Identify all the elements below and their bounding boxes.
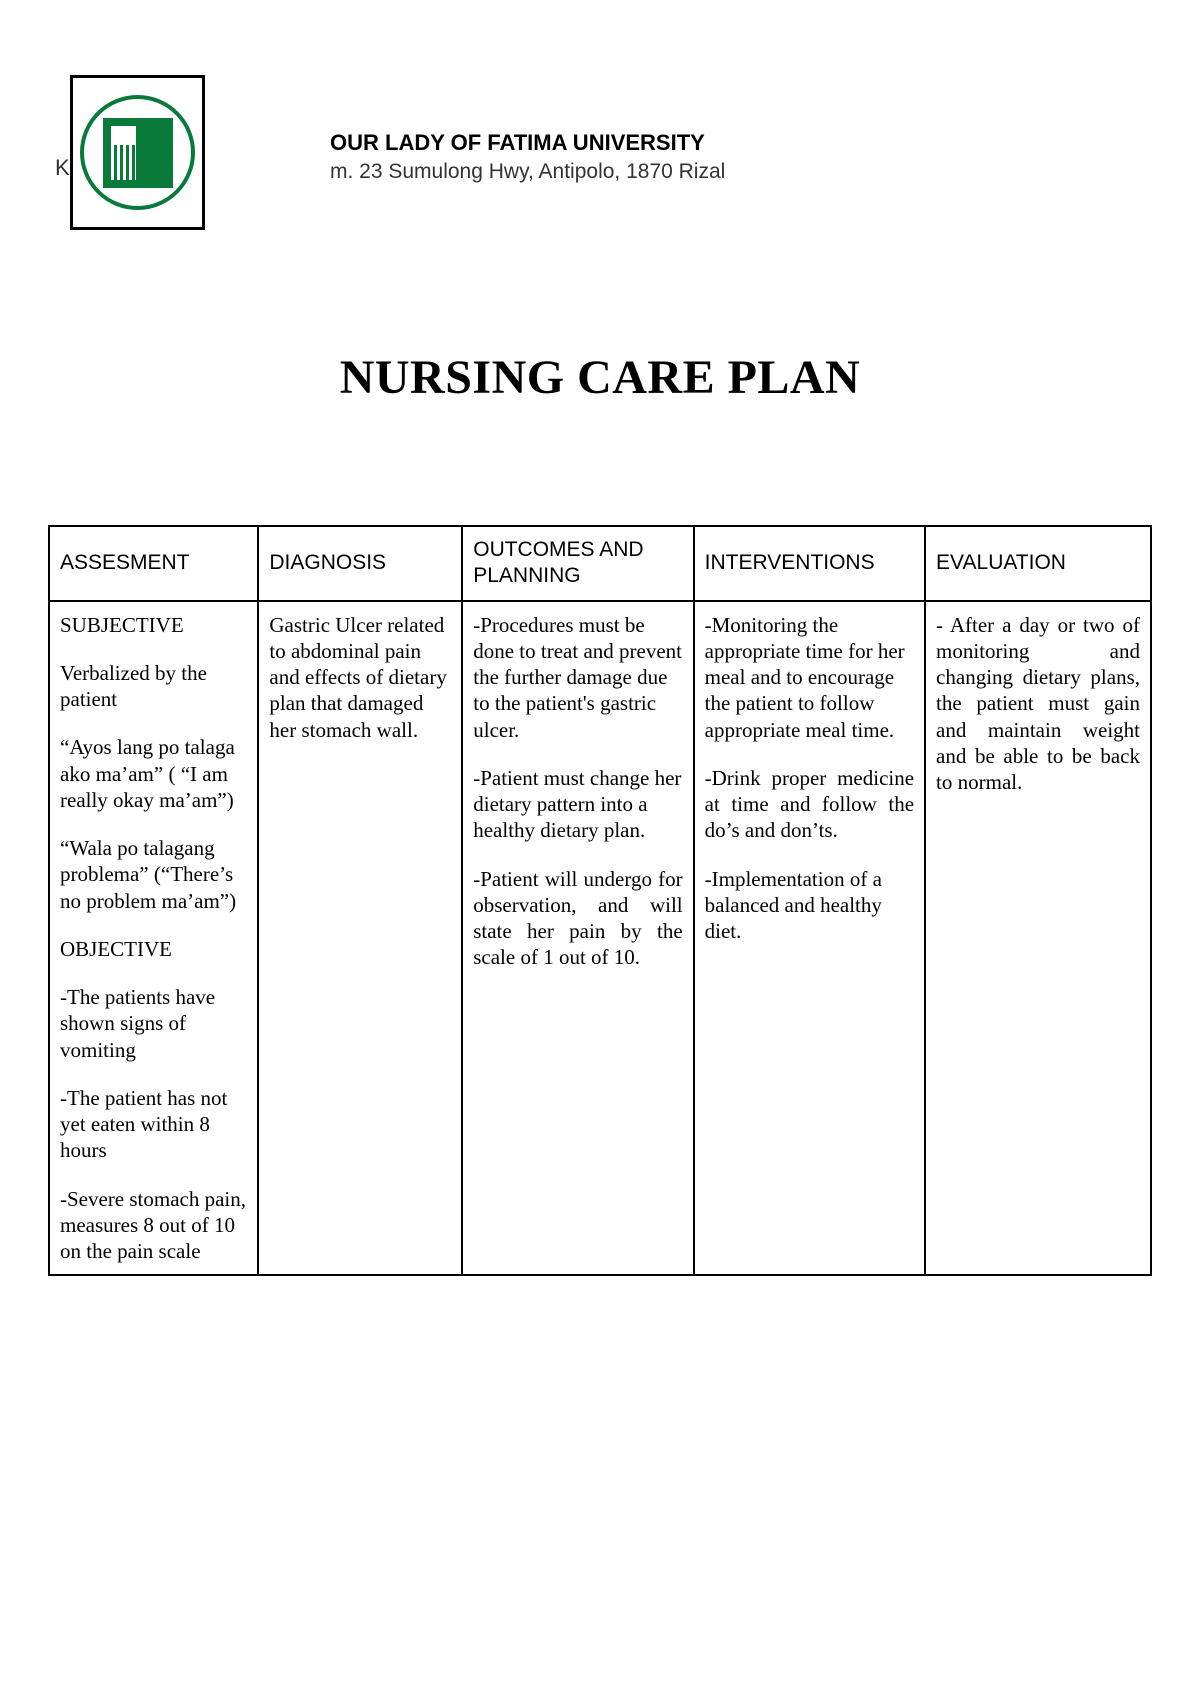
cell-interventions: -Monitoring the appropriate time for her…: [694, 601, 925, 1276]
k-mark: K: [55, 155, 70, 181]
evaluation-text: - After a day or two of monitoring and c…: [936, 612, 1140, 796]
assessment-quote2: “Wala po talagang problema” (“There’s no…: [60, 835, 247, 914]
header-assessment: ASSESMENT: [49, 526, 258, 601]
intervention-1: -Monitoring the appropriate time for her…: [705, 612, 914, 743]
cell-outcomes: -Procedures must be done to treat and pr…: [462, 601, 693, 1276]
care-plan-table-wrap: ASSESMENT DIAGNOSIS OUTCOMES AND PLANNIN…: [48, 525, 1152, 1276]
header-outcomes: OUTCOMES AND PLANNING: [462, 526, 693, 601]
assessment-quote1: “Ayos lang po talaga ako ma’am” ( “I am …: [60, 734, 247, 813]
assessment-obj3: -Severe stomach pain, measures 8 out of …: [60, 1186, 247, 1265]
outcome-3: -Patient will undergo for observation, a…: [473, 866, 682, 971]
cell-evaluation: - After a day or two of monitoring and c…: [925, 601, 1151, 1276]
outcome-1: -Procedures must be done to treat and pr…: [473, 612, 682, 743]
header-diagnosis: DIAGNOSIS: [258, 526, 462, 601]
table-header-row: ASSESMENT DIAGNOSIS OUTCOMES AND PLANNIN…: [49, 526, 1151, 601]
cell-assessment: SUBJECTIVE Verbalized by the patient “Ay…: [49, 601, 258, 1276]
assessment-verbalized: Verbalized by the patient: [60, 660, 247, 713]
cell-diagnosis: Gastric Ulcer related to abdominal pain …: [258, 601, 462, 1276]
assessment-subjective-label: SUBJECTIVE: [60, 612, 247, 638]
logo-seal-icon: [80, 95, 195, 210]
page-title: NURSING CARE PLAN: [0, 350, 1200, 405]
university-logo: [70, 75, 205, 230]
university-info: OUR LADY OF FATIMA UNIVERSITY m. 23 Sumu…: [330, 130, 725, 184]
assessment-objective-label: OBJECTIVE: [60, 936, 247, 962]
outcome-2: -Patient must change her dietary pattern…: [473, 765, 682, 844]
header-interventions: INTERVENTIONS: [694, 526, 925, 601]
university-address: m. 23 Sumulong Hwy, Antipolo, 1870 Rizal: [330, 160, 725, 184]
assessment-obj1: -The patients have shown signs of vomiti…: [60, 984, 247, 1063]
document-header: K OUR LADY OF FATIMA UNIVERSITY m. 23 Su…: [0, 0, 1200, 250]
intervention-3: -Implementation of a balanced and health…: [705, 866, 914, 945]
university-name: OUR LADY OF FATIMA UNIVERSITY: [330, 130, 725, 156]
header-evaluation: EVALUATION: [925, 526, 1151, 601]
diagnosis-text: Gastric Ulcer related to abdominal pain …: [269, 612, 451, 743]
table-row: SUBJECTIVE Verbalized by the patient “Ay…: [49, 601, 1151, 1276]
assessment-obj2: -The patient has not yet eaten within 8 …: [60, 1085, 247, 1164]
intervention-2: -Drink proper medicine at time and follo…: [705, 765, 914, 844]
care-plan-table: ASSESMENT DIAGNOSIS OUTCOMES AND PLANNIN…: [48, 525, 1152, 1276]
